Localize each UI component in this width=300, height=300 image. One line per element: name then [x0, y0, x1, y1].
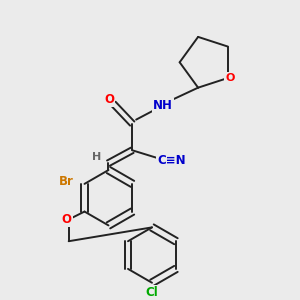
Text: O: O [62, 213, 72, 226]
Text: O: O [104, 93, 115, 106]
Text: H: H [92, 152, 101, 162]
Text: O: O [225, 73, 235, 83]
Text: Cl: Cl [146, 286, 158, 299]
Text: C≡N: C≡N [158, 154, 186, 167]
Text: Br: Br [59, 176, 74, 188]
Text: NH: NH [153, 99, 173, 112]
